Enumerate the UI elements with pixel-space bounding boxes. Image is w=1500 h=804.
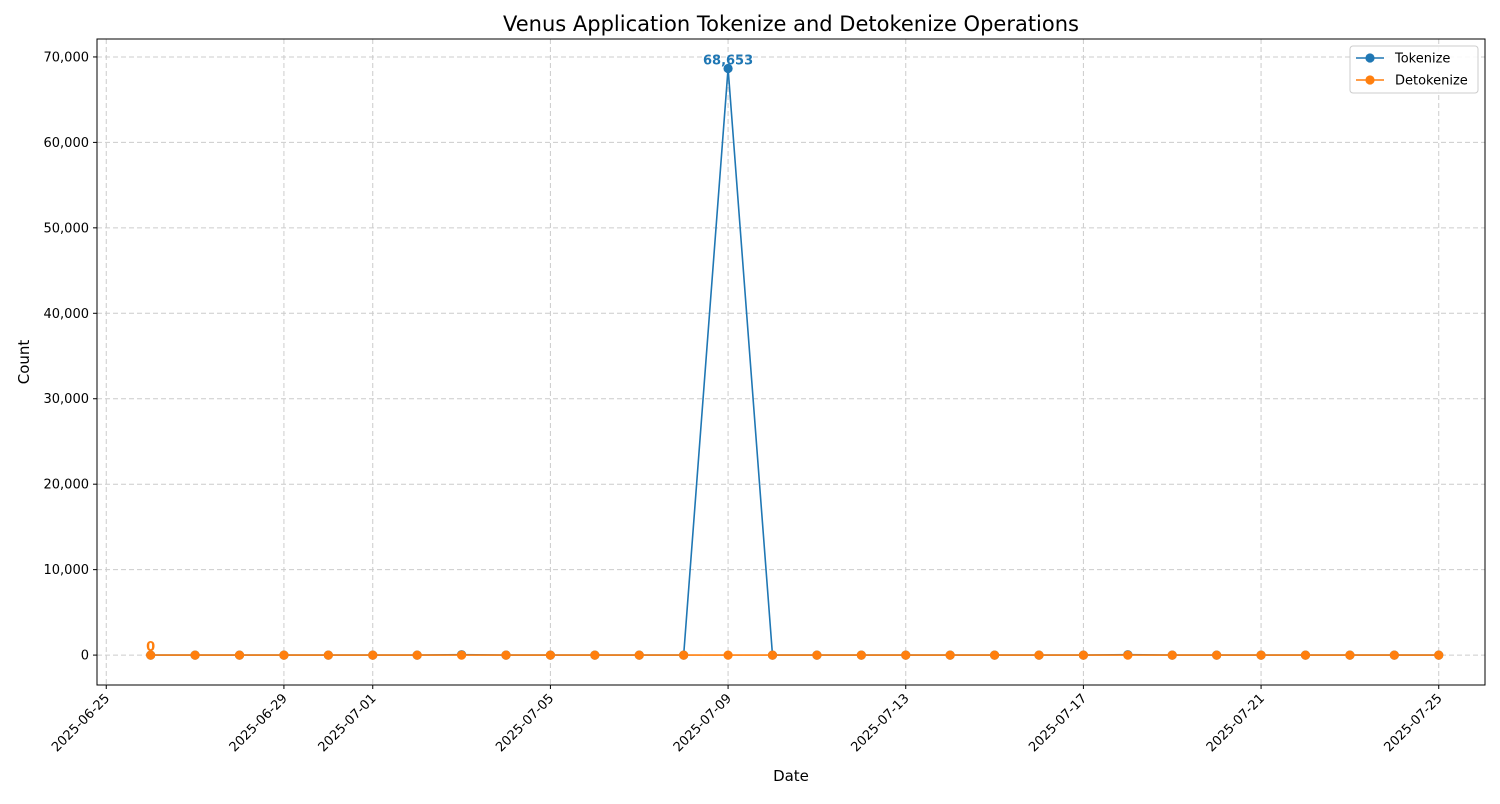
series-tokenize	[146, 63, 1444, 660]
x-tick-label: 2025-07-01	[316, 691, 380, 755]
data-point-detokenize	[901, 650, 911, 660]
x-tick-label: 2025-07-09	[671, 691, 735, 755]
x-tick-label: 2025-07-25	[1382, 691, 1446, 755]
chart-title: Venus Application Tokenize and Detokeniz…	[503, 12, 1079, 36]
y-tick-label: 0	[81, 649, 89, 664]
data-point-detokenize	[1300, 650, 1311, 660]
legend-item-detokenize: Detokenize	[1356, 74, 1468, 89]
data-point-detokenize	[1256, 650, 1266, 660]
data-point-detokenize	[1434, 650, 1444, 660]
plot-area	[96, 38, 1486, 686]
data-point-detokenize	[945, 650, 955, 660]
legend: Tokenize Detokenize	[1349, 45, 1479, 94]
data-point-detokenize	[1078, 650, 1089, 660]
data-point-detokenize	[590, 650, 600, 660]
legend-item-tokenize: Tokenize	[1356, 52, 1450, 67]
data-point-detokenize	[1389, 650, 1399, 660]
data-point-detokenize	[989, 650, 1000, 660]
y-tick-label: 10,000	[44, 563, 90, 578]
legend-swatch-marker	[1365, 75, 1375, 85]
x-tick-label: 2025-07-13	[849, 691, 913, 755]
data-point-detokenize	[323, 650, 333, 660]
series-layer	[146, 63, 1444, 660]
data-point-detokenize	[1123, 650, 1133, 660]
data-point-detokenize	[234, 650, 245, 660]
data-point-tokenize	[723, 63, 733, 74]
axes: 0 10,000 20,000 30,000 40,000 50,000 60,000 70,…	[44, 50, 1446, 755]
data-point-detokenize	[856, 650, 866, 660]
data-point-detokenize	[1345, 650, 1355, 660]
data-point-detokenize	[1167, 650, 1177, 660]
x-tick-label: 2025-07-05	[493, 691, 557, 755]
data-point-detokenize	[190, 650, 200, 660]
series-line-tokenize	[150, 67, 1439, 656]
legend-label: Tokenize	[1394, 52, 1450, 67]
x-tick-label: 2025-07-21	[1204, 691, 1268, 755]
data-point-detokenize	[146, 650, 156, 660]
y-tick-label: 20,000	[44, 478, 90, 493]
data-point-detokenize	[767, 650, 778, 660]
y-tick-label: 60,000	[44, 136, 90, 151]
data-point-detokenize	[1034, 650, 1044, 660]
y-tick-label: 40,000	[44, 307, 90, 322]
data-point-detokenize	[368, 650, 378, 660]
data-point-detokenize	[1212, 650, 1222, 660]
data-point-detokenize	[456, 650, 467, 660]
y-tick-label: 30,000	[44, 392, 90, 407]
data-point-detokenize	[545, 650, 556, 660]
data-label-detokenize: 0	[146, 640, 155, 655]
x-tick-label: 2025-07-17	[1026, 691, 1090, 755]
y-tick-label: 70,000	[44, 50, 90, 65]
y-axis-label: Count	[15, 340, 33, 385]
series-detokenize	[146, 650, 1444, 660]
legend-swatch-marker	[1365, 53, 1375, 63]
legend-label: Detokenize	[1395, 74, 1468, 89]
data-point-detokenize	[501, 650, 511, 660]
data-point-detokenize	[723, 650, 733, 660]
data-point-detokenize	[279, 650, 289, 660]
data-point-detokenize	[634, 650, 644, 660]
data-point-detokenize	[412, 650, 422, 660]
data-point-detokenize	[812, 650, 822, 660]
x-tick-label: 2025-06-25	[49, 691, 113, 755]
grid	[97, 39, 1485, 685]
x-axis-label: Date	[773, 767, 809, 785]
y-tick-label: 50,000	[44, 221, 90, 236]
data-point-detokenize	[679, 650, 689, 660]
annotations: 68,653 0	[146, 53, 753, 655]
data-label-tokenize: 68,653	[703, 53, 753, 68]
x-tick-label: 2025-06-29	[227, 691, 291, 755]
